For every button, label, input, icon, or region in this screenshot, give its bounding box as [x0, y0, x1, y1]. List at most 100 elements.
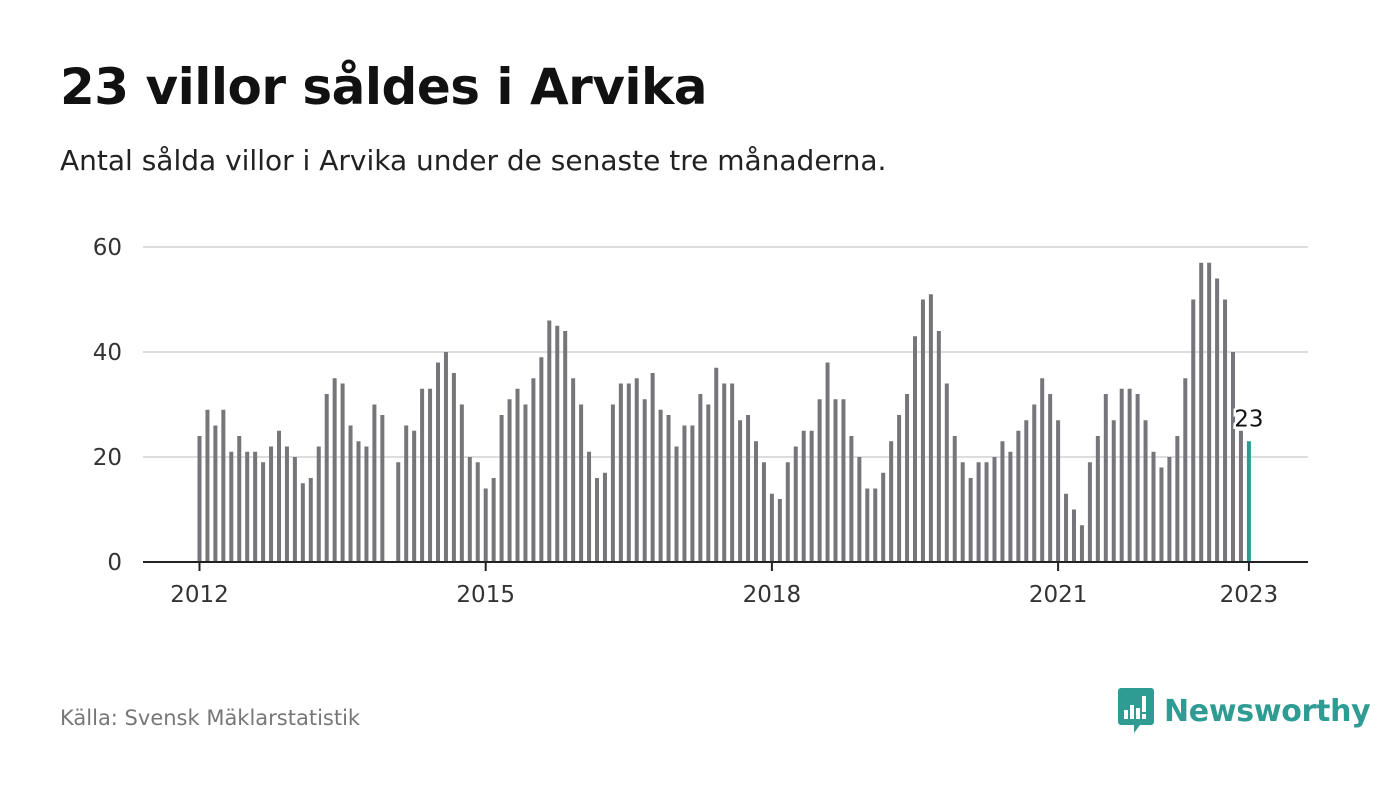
- bar: [761, 462, 766, 562]
- bar: [523, 404, 528, 562]
- bar: [269, 446, 274, 562]
- bar: [1072, 509, 1076, 562]
- bar: [539, 357, 544, 562]
- bar: [221, 409, 226, 562]
- bar: [722, 383, 727, 562]
- bar: [968, 478, 973, 562]
- bar: [261, 462, 266, 562]
- chart-title: 23 villor såldes i Arvika: [60, 58, 708, 116]
- bar: [602, 472, 607, 562]
- bar: [483, 488, 488, 562]
- bar: [428, 388, 433, 562]
- bar: [833, 399, 838, 562]
- bar: [976, 462, 981, 562]
- bar: [857, 457, 862, 562]
- y-tick-label: 40: [93, 340, 122, 366]
- bar: [920, 299, 925, 562]
- bar: [364, 446, 369, 562]
- bar: [443, 352, 448, 562]
- bar: [706, 404, 711, 562]
- bar: [356, 441, 361, 562]
- bar: [292, 457, 297, 562]
- bar: [913, 336, 917, 562]
- bar: [467, 457, 472, 562]
- chart-subtitle: Antal sålda villor i Arvika under de sen…: [60, 144, 887, 177]
- bar: [1167, 457, 1172, 562]
- bar: [404, 425, 409, 562]
- bar: [277, 430, 281, 562]
- bar: [1199, 262, 1204, 562]
- bar: [769, 493, 774, 562]
- bar: [1119, 388, 1124, 562]
- bar: [666, 415, 671, 562]
- bar: [531, 378, 536, 562]
- bar: [507, 399, 512, 562]
- bar: [237, 436, 242, 562]
- latest-value-label: 23: [1234, 406, 1263, 432]
- bar: [730, 383, 735, 562]
- bar: [547, 320, 552, 562]
- bar: [1143, 420, 1148, 562]
- bar: [905, 394, 910, 562]
- bar: [579, 404, 584, 562]
- bar: [515, 388, 520, 562]
- bar: [897, 415, 902, 562]
- bar: [754, 441, 758, 562]
- bar: [1024, 420, 1029, 562]
- bar: [284, 446, 289, 562]
- bar: [690, 425, 695, 562]
- bar: [952, 436, 957, 562]
- newsworthy-logo-icon: [1118, 688, 1154, 733]
- bar: [1207, 262, 1212, 562]
- bar: [1191, 299, 1196, 562]
- bar: [348, 425, 353, 562]
- bar: [1040, 378, 1045, 562]
- bar: [881, 472, 886, 562]
- bar: [1175, 436, 1180, 562]
- bar: [372, 404, 377, 562]
- bar: [1231, 352, 1235, 562]
- bar: [674, 446, 679, 562]
- bar: [682, 425, 687, 562]
- bar: [793, 446, 798, 562]
- bar: [1064, 493, 1069, 562]
- bar: [436, 362, 440, 562]
- bar: [1135, 394, 1140, 562]
- bar: [1048, 394, 1053, 562]
- bar: [841, 399, 846, 562]
- bar: [300, 483, 305, 562]
- bar: [555, 325, 560, 562]
- bar: [229, 451, 234, 562]
- bar: [595, 478, 599, 562]
- bar: [205, 409, 210, 562]
- bar: [785, 462, 790, 562]
- bar: [1223, 299, 1228, 562]
- bar: [1183, 378, 1188, 562]
- bar: [650, 373, 655, 562]
- bar: [1238, 430, 1243, 562]
- x-tick-label: 2012: [170, 582, 229, 608]
- bar: [587, 451, 592, 562]
- bar: [332, 378, 337, 562]
- y-tick-label: 20: [93, 445, 122, 471]
- bar: [746, 415, 751, 562]
- bar: [1151, 451, 1156, 562]
- bar-chart: 0 20 40 60 2012 2015 2018 2021 2023 23: [93, 235, 1308, 608]
- bar: [1079, 525, 1084, 562]
- bar: [801, 430, 806, 562]
- y-tick-label: 60: [93, 235, 122, 261]
- bar: [571, 378, 576, 562]
- bar: [1032, 404, 1037, 562]
- bar: [1103, 394, 1108, 562]
- bar: [380, 415, 385, 562]
- bar: [865, 488, 870, 562]
- bar: [340, 383, 345, 562]
- bar: [491, 478, 496, 562]
- bar: [960, 462, 965, 562]
- bar: [889, 441, 894, 562]
- bar: [634, 378, 639, 562]
- bar: [451, 373, 456, 562]
- bar: [1215, 278, 1220, 562]
- brand-name: Newsworthy: [1164, 693, 1371, 729]
- brand-logo: Newsworthy: [1118, 688, 1371, 734]
